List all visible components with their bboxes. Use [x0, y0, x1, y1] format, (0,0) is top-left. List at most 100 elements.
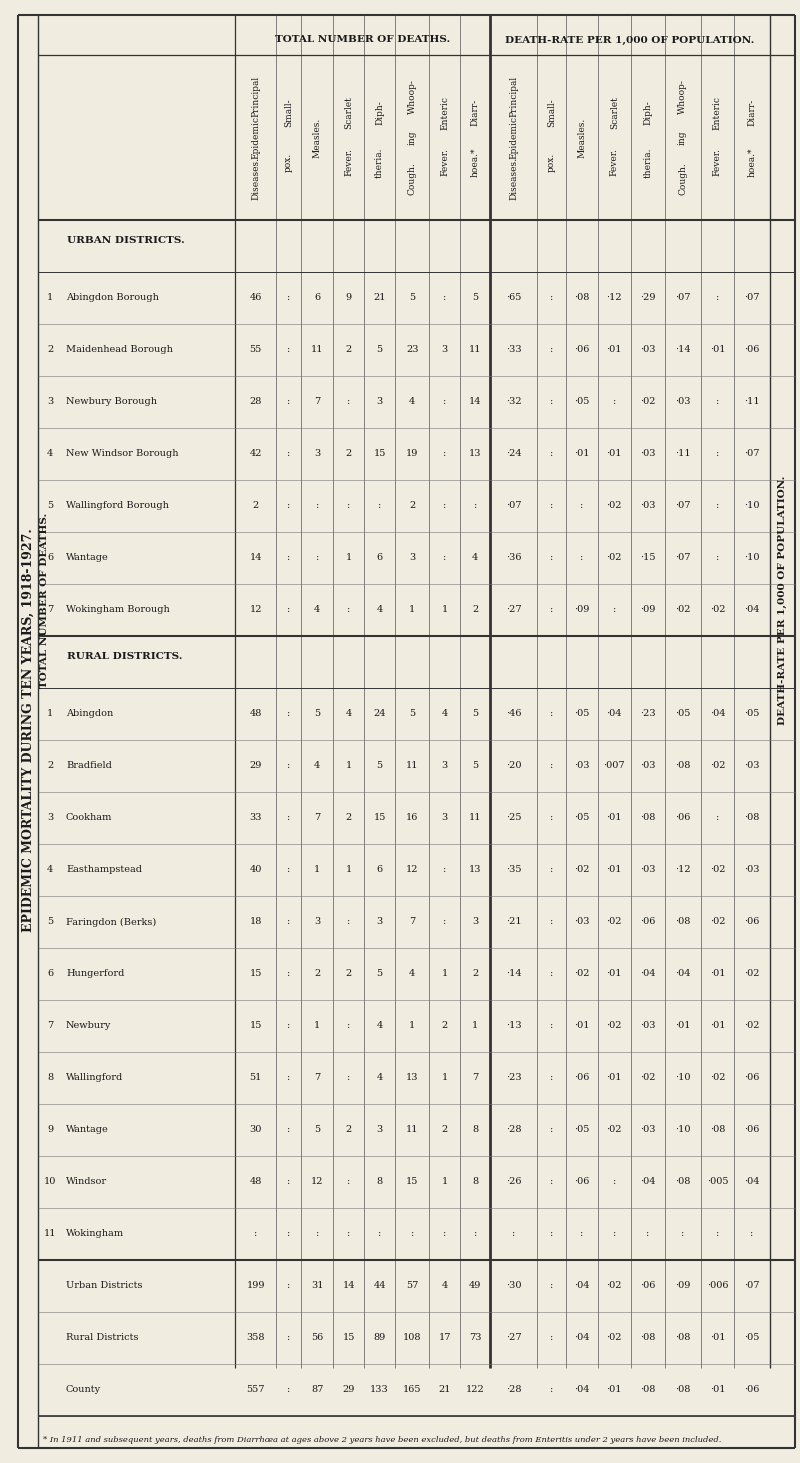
- Text: ·06: ·06: [574, 345, 590, 354]
- Text: ·08: ·08: [675, 1385, 690, 1394]
- Text: 40: 40: [250, 866, 262, 875]
- Text: :: :: [613, 1178, 616, 1186]
- Text: ·15: ·15: [640, 553, 656, 562]
- Text: Fever.: Fever.: [610, 148, 619, 176]
- Text: Newbury: Newbury: [66, 1021, 111, 1030]
- Text: 17: 17: [438, 1333, 451, 1343]
- Text: :: :: [550, 970, 554, 979]
- Text: ·08: ·08: [574, 294, 590, 303]
- Text: ·33: ·33: [506, 345, 522, 354]
- Text: ·11: ·11: [675, 449, 690, 458]
- Text: 4: 4: [472, 553, 478, 562]
- Text: :: :: [550, 813, 554, 822]
- Text: 15: 15: [406, 1178, 418, 1186]
- Text: 1: 1: [314, 866, 321, 875]
- Text: 87: 87: [311, 1385, 323, 1394]
- Text: :: :: [287, 553, 290, 562]
- Text: 7: 7: [47, 606, 53, 614]
- Text: 7: 7: [409, 917, 415, 926]
- Text: 48: 48: [250, 1178, 262, 1186]
- Text: Wallingford Borough: Wallingford Borough: [66, 502, 169, 511]
- Text: 1: 1: [472, 1021, 478, 1030]
- Text: 3: 3: [442, 345, 448, 354]
- Text: 29: 29: [250, 762, 262, 771]
- Text: ·14: ·14: [506, 970, 522, 979]
- Text: ·02: ·02: [640, 398, 656, 407]
- Text: 29: 29: [342, 1385, 355, 1394]
- Text: RURAL DISTRICTS.: RURAL DISTRICTS.: [67, 652, 182, 661]
- Text: 7: 7: [314, 398, 321, 407]
- Text: pox.: pox.: [547, 152, 556, 171]
- Text: Diarr-: Diarr-: [747, 99, 757, 126]
- Text: 2: 2: [314, 970, 321, 979]
- Text: :: :: [613, 606, 616, 614]
- Text: ·06: ·06: [574, 1074, 590, 1083]
- Text: :: :: [550, 1333, 554, 1343]
- Text: 89: 89: [374, 1333, 386, 1343]
- Text: Fever.: Fever.: [344, 148, 354, 176]
- Text: 5: 5: [377, 970, 382, 979]
- Text: ·03: ·03: [744, 762, 760, 771]
- Text: ·01: ·01: [606, 866, 622, 875]
- Text: :: :: [287, 1074, 290, 1083]
- Text: ·10: ·10: [744, 553, 760, 562]
- Text: :: :: [347, 1229, 350, 1239]
- Text: ·06: ·06: [744, 1074, 760, 1083]
- Text: :: :: [287, 813, 290, 822]
- Text: 3: 3: [442, 813, 448, 822]
- Text: ·02: ·02: [710, 866, 725, 875]
- Text: 199: 199: [246, 1282, 265, 1290]
- Text: Diph-: Diph-: [643, 101, 653, 126]
- Text: ·04: ·04: [574, 1282, 590, 1290]
- Text: ·06: ·06: [640, 917, 656, 926]
- Text: 15: 15: [374, 813, 386, 822]
- Text: ·23: ·23: [506, 1074, 522, 1083]
- Text: ·04: ·04: [574, 1385, 590, 1394]
- Text: ·01: ·01: [606, 813, 622, 822]
- Text: 5: 5: [409, 710, 415, 718]
- Text: :: :: [681, 1229, 684, 1239]
- Text: 1: 1: [346, 553, 352, 562]
- Text: Whoop-: Whoop-: [408, 79, 417, 114]
- Text: 7: 7: [314, 1074, 321, 1083]
- Text: ·06: ·06: [675, 813, 690, 822]
- Text: 3: 3: [314, 449, 321, 458]
- Text: hoea.*: hoea.*: [747, 148, 757, 177]
- Text: ·03: ·03: [675, 398, 690, 407]
- Text: ·04: ·04: [744, 1178, 760, 1186]
- Text: DEATH-RATE PER 1,000 OF POPULATION.: DEATH-RATE PER 1,000 OF POPULATION.: [506, 35, 754, 44]
- Text: Diph-: Diph-: [375, 101, 384, 126]
- Text: :: :: [287, 866, 290, 875]
- Text: 4: 4: [377, 606, 382, 614]
- Text: ·07: ·07: [675, 553, 690, 562]
- Text: :: :: [287, 710, 290, 718]
- Text: 1: 1: [47, 710, 53, 718]
- Text: 3: 3: [377, 917, 382, 926]
- Text: 15: 15: [374, 449, 386, 458]
- Text: 24: 24: [374, 710, 386, 718]
- Text: Wallingford: Wallingford: [66, 1074, 123, 1083]
- Text: :: :: [716, 294, 719, 303]
- Text: ·01: ·01: [606, 449, 622, 458]
- Text: Epidemic: Epidemic: [251, 116, 260, 159]
- Text: ·04: ·04: [640, 1178, 656, 1186]
- Text: 4: 4: [314, 606, 321, 614]
- Text: Measles.: Measles.: [313, 117, 322, 158]
- Text: 30: 30: [250, 1125, 262, 1134]
- Text: ·02: ·02: [710, 1074, 725, 1083]
- Text: Newbury Borough: Newbury Borough: [66, 398, 157, 407]
- Text: ·35: ·35: [506, 866, 522, 875]
- Text: ·29: ·29: [640, 294, 656, 303]
- Text: ·04: ·04: [744, 606, 760, 614]
- Text: 2: 2: [346, 1125, 352, 1134]
- Text: Windsor: Windsor: [66, 1178, 107, 1186]
- Text: ·06: ·06: [744, 917, 760, 926]
- Text: 46: 46: [250, 294, 262, 303]
- Text: Wokingham Borough: Wokingham Borough: [66, 606, 170, 614]
- Text: :: :: [443, 502, 446, 511]
- Text: :: :: [347, 1074, 350, 1083]
- Text: ·46: ·46: [506, 710, 522, 718]
- Text: 3: 3: [47, 398, 53, 407]
- Text: ·06: ·06: [744, 1385, 760, 1394]
- Text: :: :: [287, 1385, 290, 1394]
